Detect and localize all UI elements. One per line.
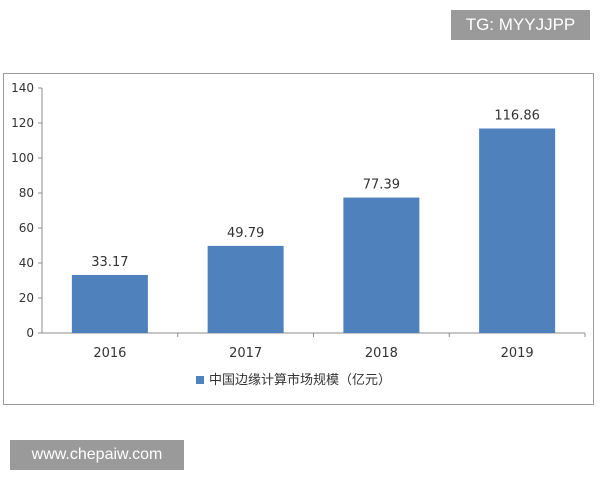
data-label-2016: 33.17	[91, 255, 128, 270]
y-tick-label: 0	[26, 326, 34, 340]
y-tick-label: 80	[19, 186, 34, 200]
x-tick-label-2018: 2018	[365, 346, 398, 361]
x-tick-label-2017: 2017	[229, 346, 262, 361]
data-label-2019: 116.86	[494, 108, 540, 123]
bar-2018	[343, 197, 420, 333]
bar-2016	[71, 274, 148, 333]
legend-swatch	[196, 376, 204, 384]
data-label-2018: 77.39	[363, 178, 400, 193]
tg-badge: TG: MYYJJPP	[451, 10, 590, 40]
legend-label: 中国边缘计算市场规模（亿元）	[209, 372, 391, 388]
y-tick-label: 60	[19, 221, 34, 235]
y-tick-label: 140	[11, 81, 34, 95]
y-tick-label: 100	[11, 151, 34, 165]
x-tick-label-2016: 2016	[93, 346, 126, 361]
data-label-2017: 49.79	[227, 226, 264, 241]
x-tick-label-2019: 2019	[501, 346, 534, 361]
y-tick-label: 40	[19, 256, 34, 270]
y-tick-label: 20	[19, 291, 34, 305]
watermark: www.chepaiw.com	[10, 440, 184, 470]
y-tick-label: 120	[11, 116, 34, 130]
bar-2017	[207, 245, 284, 333]
bar-2019	[479, 128, 556, 333]
